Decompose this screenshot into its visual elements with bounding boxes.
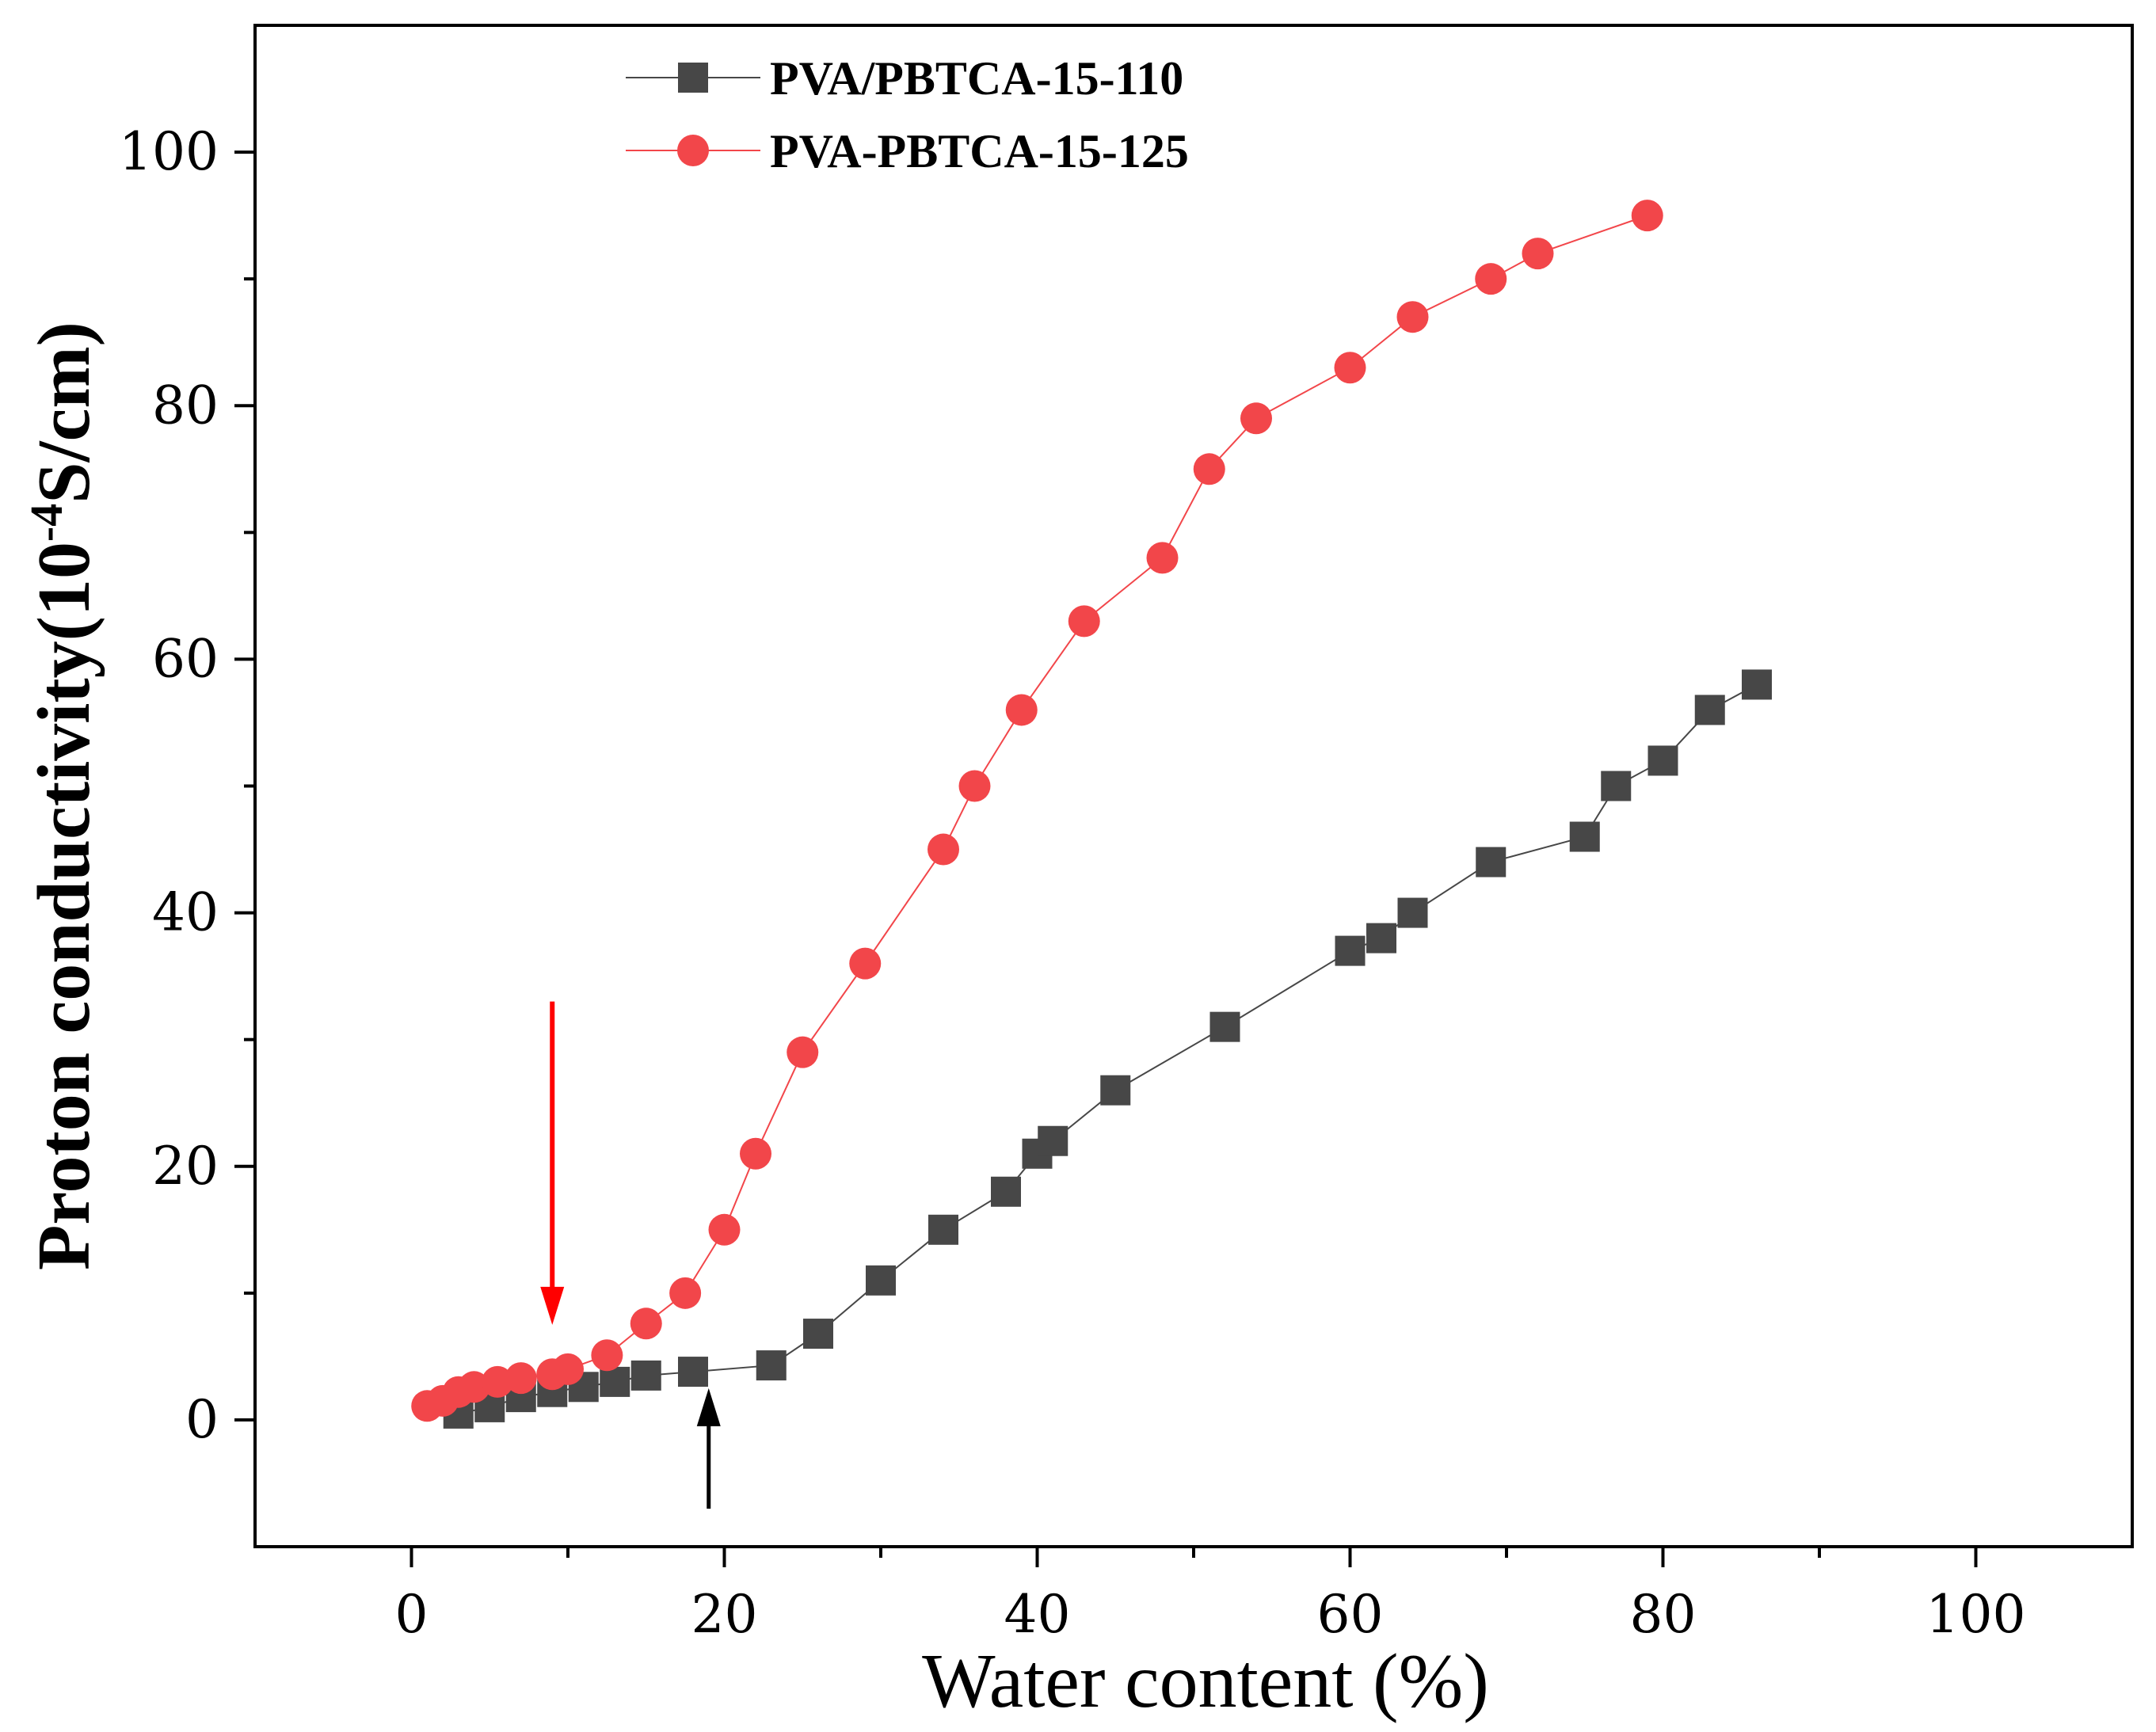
data-point-circle bbox=[708, 1213, 741, 1246]
legend-label: PVA-PBTCA-15-125 bbox=[770, 125, 1189, 177]
y-tick-label: 100 bbox=[119, 121, 219, 182]
data-point-circle bbox=[958, 770, 991, 802]
data-point-circle bbox=[505, 1362, 537, 1395]
data-point-circle bbox=[1005, 694, 1038, 726]
data-point-circle bbox=[787, 1036, 819, 1068]
series-1 bbox=[443, 669, 1772, 1429]
y-tick-label: 0 bbox=[185, 1389, 219, 1450]
annotation-arrow-head bbox=[540, 1286, 565, 1325]
data-point-circle bbox=[1068, 605, 1100, 638]
data-point-square bbox=[1100, 1075, 1131, 1106]
data-point-square bbox=[1038, 1125, 1068, 1156]
data-point-square bbox=[1335, 935, 1366, 966]
data-point-circle bbox=[630, 1308, 662, 1340]
data-point-square bbox=[1476, 847, 1507, 877]
series-line bbox=[458, 683, 1758, 1414]
data-point-square bbox=[1694, 695, 1725, 725]
legend-label: PVA/PBTCA-15-110 bbox=[770, 52, 1183, 105]
x-tick-label: 40 bbox=[1004, 1584, 1071, 1645]
x-tick-label: 0 bbox=[395, 1584, 429, 1645]
data-point-circle bbox=[1146, 542, 1179, 574]
data-point-square bbox=[1366, 923, 1396, 954]
data-point-circle bbox=[740, 1137, 771, 1170]
data-point-circle bbox=[1193, 453, 1225, 485]
data-point-square bbox=[1647, 745, 1678, 776]
data-point-circle bbox=[1396, 301, 1429, 333]
data-point-circle bbox=[1475, 263, 1507, 295]
plot-frame bbox=[253, 24, 2134, 1548]
data-point-square bbox=[1397, 897, 1428, 928]
data-point-square bbox=[991, 1176, 1021, 1207]
data-point-circle bbox=[591, 1339, 623, 1372]
data-point-square bbox=[803, 1319, 833, 1349]
x-tick-label: 20 bbox=[691, 1584, 758, 1645]
data-point-square bbox=[1569, 821, 1600, 852]
data-point-square bbox=[866, 1265, 896, 1296]
x-tick-label: 100 bbox=[1926, 1584, 2026, 1645]
data-point-circle bbox=[928, 833, 959, 866]
x-axis-title: Water content (%) bbox=[922, 1639, 1489, 1724]
data-point-circle bbox=[1631, 200, 1663, 232]
data-point-square bbox=[928, 1214, 958, 1245]
y-axis-title: Proton conductivity(10-4S/cm) bbox=[21, 322, 105, 1270]
data-point-square bbox=[630, 1360, 661, 1391]
legend-marker-circle bbox=[677, 135, 709, 166]
data-point-square bbox=[756, 1350, 787, 1381]
data-point-square bbox=[678, 1357, 708, 1388]
data-point-circle bbox=[1522, 238, 1554, 270]
y-axis-title-superscript: -4 bbox=[21, 504, 72, 542]
y-tick-label: 80 bbox=[152, 375, 219, 436]
series-line bbox=[426, 215, 1648, 1407]
data-point-circle bbox=[849, 947, 882, 980]
x-tick-label: 60 bbox=[1317, 1584, 1384, 1645]
data-point-circle bbox=[669, 1277, 702, 1309]
annotation-arrow-head bbox=[696, 1388, 721, 1426]
y-tick-label: 60 bbox=[152, 628, 219, 689]
y-tick-label: 40 bbox=[152, 882, 219, 943]
data-point-square bbox=[1601, 771, 1632, 801]
y-tick-label: 20 bbox=[152, 1136, 219, 1197]
series-2 bbox=[411, 200, 1663, 1422]
y-axis-title-suffix: S/cm) bbox=[23, 322, 105, 504]
data-point-circle bbox=[1240, 402, 1272, 435]
x-tick-label: 80 bbox=[1630, 1584, 1697, 1645]
data-point-square bbox=[1209, 1011, 1240, 1042]
legend-entry-2: PVA-PBTCA-15-125 bbox=[626, 125, 1189, 177]
data-point-square bbox=[600, 1366, 630, 1397]
data-point-square bbox=[1742, 669, 1772, 700]
data-point-circle bbox=[552, 1353, 584, 1385]
legend-entry-1: PVA/PBTCA-15-110 bbox=[626, 52, 1183, 105]
y-axis-title-prefix: Proton conductivity(10 bbox=[23, 542, 105, 1270]
legend-marker-square bbox=[678, 63, 708, 93]
data-point-circle bbox=[482, 1365, 514, 1398]
data-point-circle bbox=[1334, 352, 1366, 384]
